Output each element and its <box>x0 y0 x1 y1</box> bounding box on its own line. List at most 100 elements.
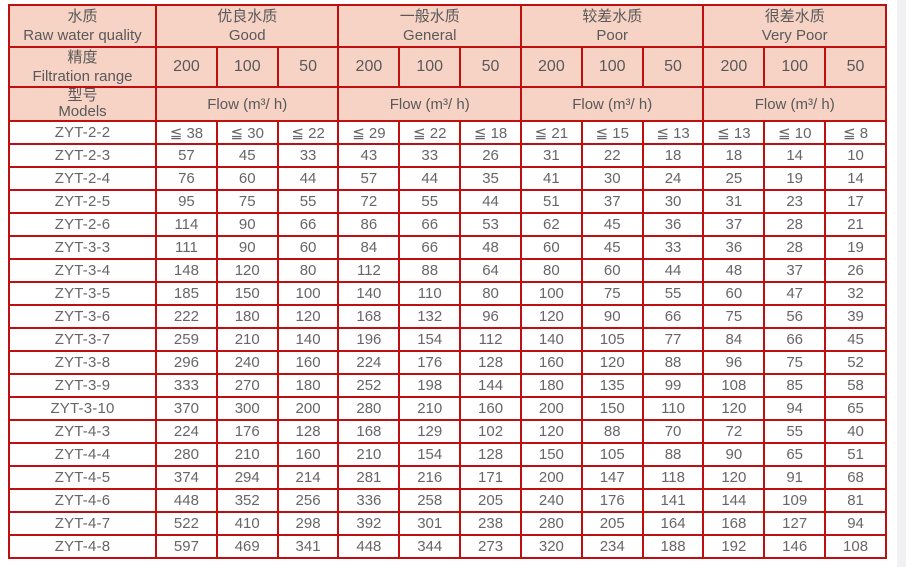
flow-value-cell: 120 <box>519 304 583 329</box>
flow-value-cell: 51 <box>824 442 887 467</box>
flow-value-cell: 140 <box>276 327 340 352</box>
flow-value-cell: 31 <box>702 189 766 214</box>
flow-value-cell: 114 <box>155 212 218 237</box>
flow-value-cell: 45 <box>215 143 279 168</box>
flow-value-cell: 280 <box>519 511 583 536</box>
flow-value-cell: 26 <box>824 258 887 283</box>
header-filtration-range: 精度 Filtration range <box>8 46 157 88</box>
model-cell: ZYT-4-6 <box>8 488 157 513</box>
table-row: ZYT-2-2 ≦ 38 ≦ 30 ≦ 22 ≦ 29 ≦ 22 ≦ 18 ≦ 21 ≦ 15 ≦… <box>8 120 887 145</box>
flow-value-cell: 168 <box>337 419 401 444</box>
flow-value-cell: 44 <box>459 189 522 214</box>
flow-value-cell: 58 <box>824 373 887 398</box>
flow-value-cell: 198 <box>398 373 462 398</box>
filtration-value: 100 <box>763 46 827 88</box>
flow-value-cell: 180 <box>215 304 279 329</box>
flow-value-cell: 281 <box>337 465 401 490</box>
flow-value-cell: 47 <box>763 281 827 306</box>
flow-value-cell: 36 <box>702 235 766 260</box>
flow-value-cell: 120 <box>276 304 340 329</box>
flow-value-cell: 205 <box>580 511 644 536</box>
flow-value-cell: ≦ 8 <box>824 120 887 145</box>
table-row: ZYT-4-7 522 410 298 392 301 238 280 205 164 168 127… <box>8 511 887 536</box>
flow-value-cell: 256 <box>276 488 340 513</box>
flow-value-cell: 99 <box>641 373 705 398</box>
flow-value-cell: 205 <box>459 488 522 513</box>
flow-value-cell: 144 <box>459 373 522 398</box>
flow-value-cell: 176 <box>398 350 462 375</box>
flow-value-cell: 102 <box>459 419 522 444</box>
flow-value-cell: 160 <box>519 350 583 375</box>
flow-value-cell: 154 <box>398 442 462 467</box>
flow-value-cell: 176 <box>215 419 279 444</box>
flow-value-cell: 259 <box>155 327 218 352</box>
flow-value-cell: 35 <box>459 166 522 191</box>
flow-value-cell: 258 <box>398 488 462 513</box>
flow-value-cell: 65 <box>763 442 827 467</box>
flow-value-cell: 66 <box>641 304 705 329</box>
flow-capacity-table: 水质 Raw water quality 优良水质 Good 一般水质 Gene… <box>8 4 887 559</box>
flow-value-cell: ≦ 18 <box>459 120 522 145</box>
flow-value-cell: 160 <box>276 442 340 467</box>
flow-value-cell: 180 <box>519 373 583 398</box>
table-row: ZYT-4-4 280 210 160 210 154 128 150 105 88 90 65 51 <box>8 442 887 467</box>
flow-value-cell: 111 <box>155 235 218 260</box>
flow-value-cell: 37 <box>763 258 827 283</box>
flow-value-cell: 370 <box>155 396 218 421</box>
flow-value-cell: 53 <box>459 212 522 237</box>
flow-value-cell: 171 <box>459 465 522 490</box>
header-group-general: 一般水质 General <box>337 4 522 48</box>
flow-value-cell: 60 <box>276 235 340 260</box>
filtration-value: 50 <box>641 46 705 88</box>
flow-value-cell: 140 <box>519 327 583 352</box>
flow-value-cell: 164 <box>641 511 705 536</box>
flow-value-cell: 294 <box>215 465 279 490</box>
table-row: ZYT-4-6 448 352 256 336 258 205 240 176 141 144 109… <box>8 488 887 513</box>
flow-value-cell: 90 <box>215 235 279 260</box>
flow-value-cell: 10 <box>824 143 887 168</box>
flow-value-cell: 23 <box>763 189 827 214</box>
table-row: ZYT-3-6 222 180 120 168 132 96 120 90 66 75 56 39 <box>8 304 887 329</box>
flow-value-cell: 448 <box>337 534 401 559</box>
filtration-value: 100 <box>398 46 462 88</box>
model-cell: ZYT-3-5 <box>8 281 157 306</box>
flow-value-cell: 238 <box>459 511 522 536</box>
flow-value-cell: 147 <box>580 465 644 490</box>
flow-value-cell: 597 <box>155 534 218 559</box>
flow-value-cell: 100 <box>276 281 340 306</box>
flow-value-cell: 333 <box>155 373 218 398</box>
scrollbar-track[interactable] <box>897 0 906 567</box>
flow-value-cell: 85 <box>763 373 827 398</box>
flow-value-cell: 44 <box>276 166 340 191</box>
flow-value-cell: 56 <box>763 304 827 329</box>
flow-value-cell: 60 <box>702 281 766 306</box>
header-group-good: 优良水质 Good <box>154 4 340 48</box>
flow-value-cell: 118 <box>641 465 705 490</box>
flow-value-cell: 33 <box>276 143 340 168</box>
flow-value-cell: 148 <box>155 258 218 283</box>
model-cell: ZYT-2-6 <box>8 212 157 237</box>
flow-value-cell: 105 <box>580 442 644 467</box>
flow-value-cell: 188 <box>641 534 705 559</box>
flow-value-cell: 168 <box>702 511 766 536</box>
flow-value-cell: 301 <box>398 511 462 536</box>
flow-value-cell: 108 <box>702 373 766 398</box>
flow-value-cell: 44 <box>641 258 705 283</box>
flow-value-cell: 150 <box>215 281 279 306</box>
flow-value-cell: 19 <box>824 235 887 260</box>
flow-value-cell: 75 <box>763 350 827 375</box>
table-row: ZYT-2-5 95 75 55 72 55 44 51 37 30 31 23 17 <box>8 189 887 214</box>
table-row: ZYT-3-3 111 90 60 84 66 48 60 45 33 36 28 19 <box>8 235 887 260</box>
flow-value-cell: ≦ 22 <box>398 120 462 145</box>
flow-value-cell: 75 <box>702 304 766 329</box>
header-row-quality: 水质 Raw water quality 优良水质 Good 一般水质 Gene… <box>8 4 887 48</box>
flow-value-cell: 32 <box>824 281 887 306</box>
table-body: ZYT-2-2 ≦ 38 ≦ 30 ≦ 22 ≦ 29 ≦ 22 ≦ 18 ≦ 21 ≦ 15 ≦… <box>8 120 887 559</box>
flow-value-cell: 120 <box>702 396 766 421</box>
header-row-filtration: 精度 Filtration range 200 100 50 200 100 5… <box>8 46 887 88</box>
flow-value-cell: 196 <box>337 327 401 352</box>
flow-value-cell: 150 <box>580 396 644 421</box>
flow-value-cell: 39 <box>824 304 887 329</box>
model-cell: ZYT-3-4 <box>8 258 157 283</box>
flow-capacity-table-wrap: 水质 Raw water quality 优良水质 Good 一般水质 Gene… <box>8 4 887 559</box>
